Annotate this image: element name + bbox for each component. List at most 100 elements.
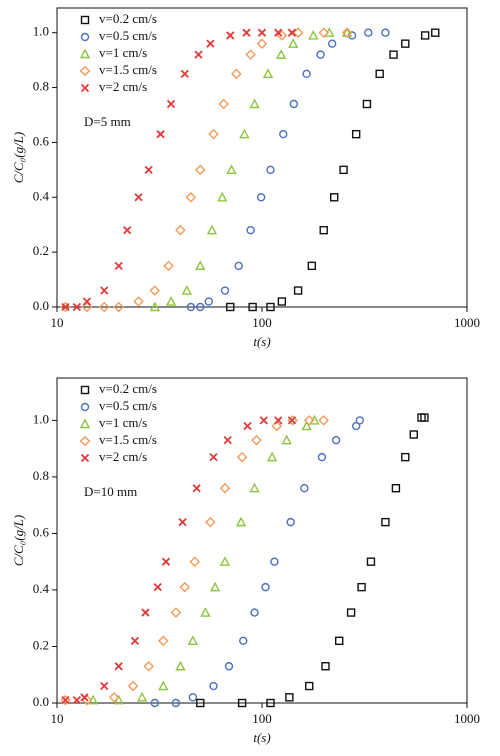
data-point <box>331 435 341 445</box>
data-point <box>362 99 372 109</box>
data-point <box>134 193 143 202</box>
data-point <box>286 517 295 527</box>
data-point <box>239 636 248 646</box>
data-point <box>293 286 303 295</box>
data-point <box>189 556 201 567</box>
x-tick-label: 100 <box>252 711 272 726</box>
data-point <box>341 27 353 38</box>
legend-marker <box>79 48 91 59</box>
data-point <box>431 28 440 37</box>
data-point <box>235 516 247 527</box>
data-point <box>250 608 259 617</box>
data-point <box>72 302 82 312</box>
data-point <box>224 662 234 671</box>
data-point <box>196 302 205 312</box>
data-point <box>389 50 398 59</box>
data-point <box>208 128 219 140</box>
y-tick-label: 0.4 <box>33 581 50 596</box>
data-point <box>185 191 197 203</box>
data-point <box>248 302 257 312</box>
data-point <box>175 660 186 671</box>
data-point <box>245 49 256 60</box>
data-point <box>133 296 144 307</box>
data-point <box>242 28 251 37</box>
data-point <box>339 165 348 175</box>
data-point <box>127 680 139 692</box>
data-point <box>292 27 304 38</box>
data-point <box>130 636 140 645</box>
data-point <box>364 28 373 37</box>
data-point <box>266 302 275 312</box>
y-tick-label: 1.0 <box>33 24 49 39</box>
data-point <box>351 421 361 431</box>
data-point <box>179 581 191 593</box>
legend-label: v=2 cm/s <box>99 449 147 464</box>
y-tick-label: 1.0 <box>33 411 49 426</box>
y-tick-label: 0.6 <box>33 524 50 539</box>
data-point <box>257 28 267 37</box>
data-point <box>318 415 330 426</box>
data-point <box>231 68 242 80</box>
data-point <box>243 421 252 431</box>
data-point <box>217 191 228 202</box>
data-point <box>194 50 203 59</box>
data-point <box>266 451 278 462</box>
data-point <box>204 297 213 306</box>
data-point <box>234 261 243 271</box>
data-point <box>261 582 270 592</box>
legend-label: v=2 cm/s <box>99 79 147 94</box>
data-point <box>206 39 215 48</box>
data-point <box>249 98 260 109</box>
data-point <box>307 261 317 271</box>
y-tick-label: 0.8 <box>33 79 49 94</box>
data-point <box>226 164 237 175</box>
data-point <box>80 693 89 702</box>
data-point <box>277 297 287 306</box>
data-point <box>72 696 82 705</box>
legend-label: v=0.2 cm/s <box>99 381 157 396</box>
data-point <box>420 413 429 422</box>
data-point <box>180 69 189 78</box>
data-point <box>98 301 110 313</box>
data-point <box>194 164 206 176</box>
data-point <box>226 302 235 312</box>
data-point <box>401 39 410 48</box>
data-point <box>256 38 268 49</box>
data-point <box>366 557 376 566</box>
data-point <box>114 662 123 671</box>
data-point <box>281 434 292 445</box>
data-point <box>266 165 275 175</box>
data-point <box>305 681 314 691</box>
data-point <box>82 297 92 306</box>
data-point <box>303 415 315 426</box>
data-point <box>186 302 196 312</box>
data-point <box>381 28 390 37</box>
data-point <box>165 296 177 306</box>
x-tick-label: 100 <box>252 315 272 330</box>
data-point <box>209 452 218 462</box>
data-point <box>187 635 199 646</box>
x-tick-label: 10 <box>51 315 64 330</box>
data-point <box>317 452 327 462</box>
data-point <box>256 193 266 202</box>
legend-marker <box>80 83 90 93</box>
legend-marker <box>80 385 90 395</box>
annotation: D=5 mm <box>84 114 131 129</box>
data-point <box>288 38 299 48</box>
legend-marker <box>80 402 90 412</box>
x-axis-label: t(s) <box>253 730 270 745</box>
data-point <box>220 286 230 295</box>
y-tick-label: 0.0 <box>33 298 49 313</box>
data-point <box>262 68 274 79</box>
data-point <box>192 484 201 493</box>
data-point <box>308 29 319 40</box>
y-axis-label: C/C₀(g/L) <box>11 515 26 566</box>
data-point <box>178 517 187 527</box>
data-point <box>259 416 268 425</box>
data-point <box>196 698 205 708</box>
legend-marker <box>80 32 90 42</box>
data-point <box>329 193 339 202</box>
data-point <box>209 681 218 691</box>
y-axis-label: C/C₀(g/L) <box>11 132 26 183</box>
